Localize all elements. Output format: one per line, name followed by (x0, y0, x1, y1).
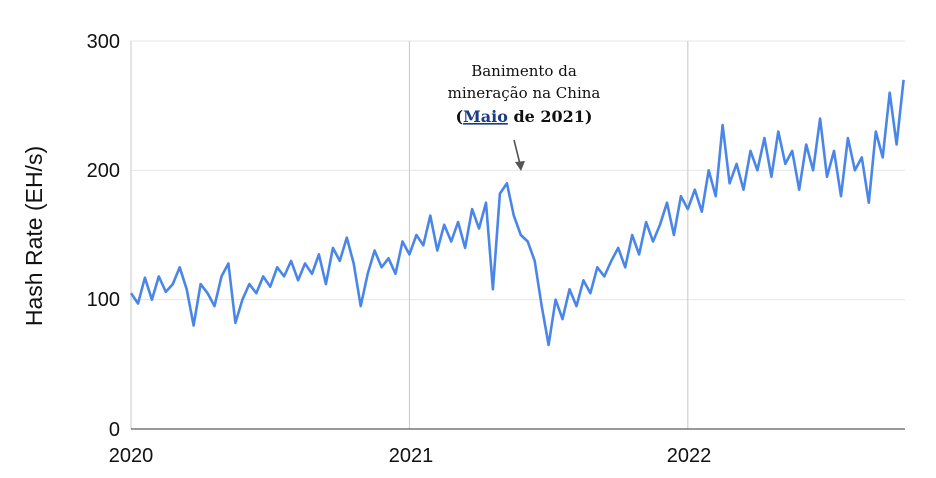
y-tick-100: 100 (87, 289, 120, 311)
series-line-group (129, 79, 905, 347)
gridlines (130, 40, 905, 429)
annotation-line2: mineração na China (448, 84, 601, 102)
annotation-arrowhead (515, 161, 525, 171)
annotation: Banimento da mineração na China (Maio de… (448, 62, 601, 171)
x-tick-2022: 2022 (667, 445, 712, 467)
y-axis-label: Hash Rate (EH/s) (21, 146, 47, 326)
annotation-line3: (Maio de 2021) (455, 107, 592, 126)
annotation-line1: Banimento da (471, 62, 577, 80)
x-tick-2020: 2020 (109, 445, 154, 467)
annotation-paren: ( (455, 107, 463, 126)
x-tick-2021: 2021 (389, 445, 434, 467)
series-line-hash-rate (129, 79, 905, 347)
y-tick-200: 200 (87, 160, 120, 182)
annotation-date: de 2021) (508, 107, 593, 126)
y-tick-300: 300 (87, 31, 120, 53)
y-tick-0: 0 (109, 419, 120, 441)
annotation-link[interactable]: Maio (463, 107, 508, 126)
annotation-arrow-shaft (513, 139, 521, 165)
